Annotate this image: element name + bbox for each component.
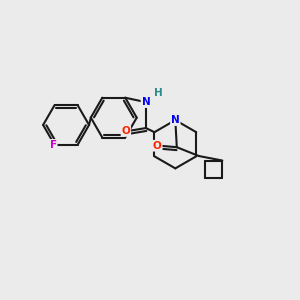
Text: H: H (154, 88, 163, 98)
Text: O: O (153, 141, 162, 151)
Text: F: F (50, 140, 57, 150)
Text: N: N (142, 97, 150, 107)
Text: O: O (122, 126, 130, 136)
Text: N: N (171, 115, 180, 125)
